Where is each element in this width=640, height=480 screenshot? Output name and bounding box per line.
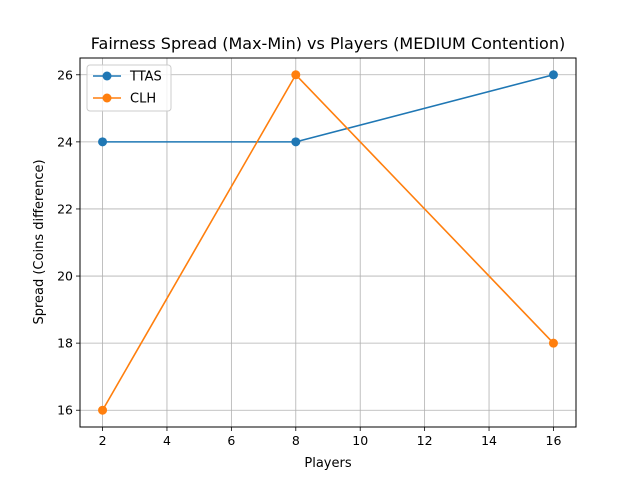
chart-title: Fairness Spread (Max-Min) vs Players (ME… xyxy=(91,34,565,53)
plot-area-frame xyxy=(79,57,577,428)
data-point-clh xyxy=(291,70,301,80)
series-layer xyxy=(98,70,558,415)
data-point-ttas xyxy=(98,137,108,147)
data-point-clh xyxy=(98,405,108,415)
legend-marker-clh xyxy=(102,93,112,103)
x-tick-label: 10 xyxy=(352,433,368,448)
x-tick-label: 6 xyxy=(227,433,235,448)
legend-label-ttas: TTAS xyxy=(129,70,162,85)
grid-lines xyxy=(80,58,576,427)
x-tick-label: 12 xyxy=(417,433,433,448)
x-axis-label: Players xyxy=(304,456,351,471)
y-tick-label: 18 xyxy=(57,336,73,351)
legend: TTAS CLH xyxy=(86,64,172,112)
data-point-clh xyxy=(548,338,558,348)
x-tick-label: 14 xyxy=(481,433,497,448)
y-tick-label: 26 xyxy=(57,67,73,82)
data-point-ttas xyxy=(291,137,301,147)
y-tick-label: 24 xyxy=(57,134,73,149)
legend-marker-ttas xyxy=(102,71,112,81)
x-axis-ticks: 2 4 6 8 10 12 14 16 xyxy=(99,427,562,448)
x-tick-label: 2 xyxy=(99,433,107,448)
y-tick-label: 22 xyxy=(57,201,73,216)
y-axis-ticks: 16 18 20 22 24 26 xyxy=(57,67,80,418)
series-line-clh xyxy=(101,73,555,411)
legend-label-clh: CLH xyxy=(130,92,156,107)
y-axis-label: Spread (Coins difference) xyxy=(32,159,47,324)
x-tick-label: 16 xyxy=(546,433,562,448)
x-tick-label: 8 xyxy=(292,433,300,448)
y-tick-label: 20 xyxy=(57,269,73,284)
y-tick-label: 16 xyxy=(57,403,73,418)
data-point-ttas xyxy=(548,70,558,80)
x-tick-label: 4 xyxy=(163,433,171,448)
